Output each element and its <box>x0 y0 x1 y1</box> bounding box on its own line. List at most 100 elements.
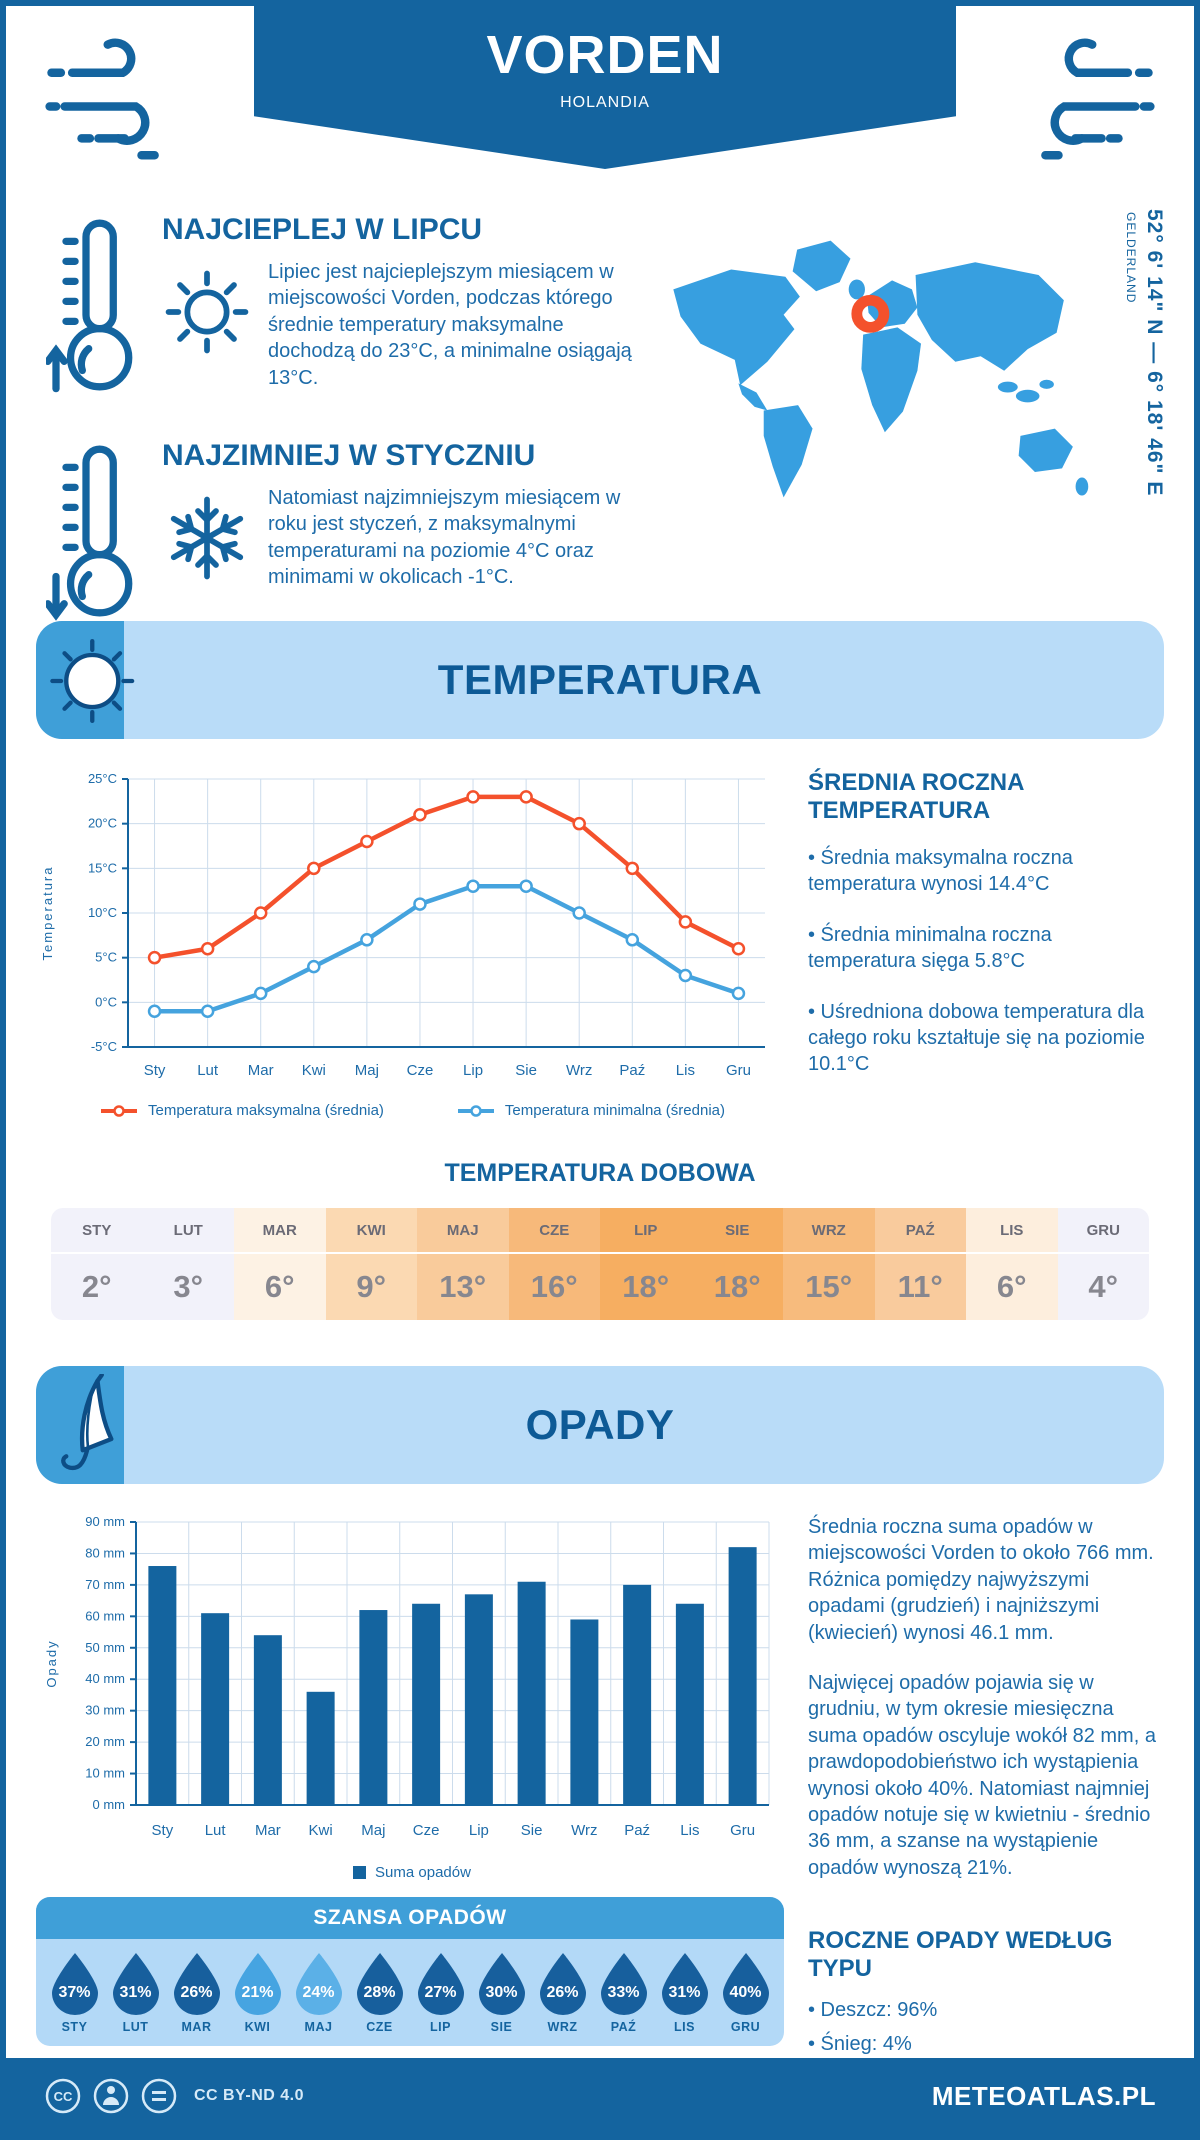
temperature-chart-legend: Temperatura maksymalna (średnia) Temperat… <box>36 1102 788 1119</box>
svg-text:Lut: Lut <box>197 1062 219 1079</box>
svg-text:Sty: Sty <box>144 1062 166 1079</box>
svg-text:Wrz: Wrz <box>566 1062 592 1079</box>
precipitation-paragraph: Najwięcej opadów pojawia się w grudniu, … <box>808 1671 1156 1879</box>
month-label: KWI <box>325 1208 417 1254</box>
chance-drop: 21% KWI <box>227 1951 288 2034</box>
svg-text:0°C: 0°C <box>95 994 117 1009</box>
coldest-month-block: NAJZIMNIEJ W STYCZNIU Natomiast najzimni… <box>46 433 636 629</box>
wind-icon <box>1041 38 1155 160</box>
chance-value: 30% <box>485 1984 518 2001</box>
svg-text:Gru: Gru <box>730 1822 755 1839</box>
precipitation-type-bullet: • Śnieg: 4% <box>808 2033 912 2056</box>
title-banner: VORDEN HOLANDIA <box>254 6 956 169</box>
month-label: GRU <box>730 2020 761 2034</box>
svg-text:Lis: Lis <box>680 1822 699 1839</box>
temperature-value: 2° <box>81 1269 112 1304</box>
annual-temperature-heading: ŚREDNIA ROCZNA TEMPERATURA <box>808 769 1024 824</box>
water-drop-icon <box>417 1953 464 2015</box>
legend-item: Temperatura maksymalna (średnia) <box>99 1102 384 1119</box>
temperature-content: 25°C 20°C 15°C 10°C 5°C 0°C -5°C Sty Lut Mar Kwi Ma… <box>6 739 1194 1119</box>
svg-text:Sty: Sty <box>152 1822 174 1839</box>
temperature-value: 6° <box>996 1269 1027 1304</box>
chance-drop: 28% CZE <box>349 1951 410 2034</box>
precipitation-chance-drops: 37% STY 31% LUT 26% MAR 21% KWI 24% MAJ 28% CZE 27% L… <box>36 1939 784 2046</box>
daily-temp-column: PAŹ 11° <box>874 1208 966 1320</box>
header: VORDEN HOLANDIA <box>6 6 1194 181</box>
month-label: CZE <box>366 2020 393 2034</box>
precipitation-summary: Średnia roczna suma opadów w miejscowośc… <box>788 1508 1164 2082</box>
water-drop-icon <box>51 1953 98 2015</box>
month-label: MAJ <box>304 2020 333 2034</box>
svg-text:Gru: Gru <box>726 1062 751 1079</box>
annual-temp-bullet: • Średnia maksymalna roczna temperatura … <box>808 847 1073 896</box>
month-label: SIE <box>691 1208 783 1254</box>
daily-temp-column: KWI 9° <box>325 1208 417 1320</box>
svg-text:Kwi: Kwi <box>302 1062 326 1079</box>
coldest-month-body: NAJZIMNIEJ W STYCZNIU Natomiast najzimni… <box>162 433 636 629</box>
water-drop-icon <box>356 1953 403 2015</box>
chance-value: 40% <box>729 1984 762 2001</box>
svg-text:50 mm: 50 mm <box>85 1640 125 1655</box>
water-drop-icon <box>295 1953 342 2015</box>
daily-temp-column: LIP 18° <box>600 1208 692 1320</box>
month-label: GRU <box>1057 1208 1149 1254</box>
chance-value: 33% <box>607 1984 640 2001</box>
svg-text:Paź: Paź <box>619 1062 645 1079</box>
chance-drop: 37% STY <box>44 1951 105 2034</box>
svg-text:Opady: Opady <box>44 1639 59 1687</box>
daily-temp-column: SIE 18° <box>691 1208 783 1320</box>
world-map <box>673 240 1089 498</box>
chance-value: 26% <box>180 1984 213 2001</box>
svg-text:-5°C: -5°C <box>91 1039 117 1054</box>
precipitation-type-bullet: • Deszcz: 96% <box>808 1999 938 2022</box>
annual-temp-bullet: • Średnia minimalna roczna temperatura s… <box>808 923 1052 973</box>
temperature-value: 13° <box>439 1269 487 1304</box>
footer: CC CC BY-ND 4.0 METEOATLAS.PL <box>6 2058 1194 2134</box>
chance-drop: 26% MAR <box>166 1951 227 2034</box>
warmest-month-title: NAJCIEPLEJ W LIPCU <box>162 213 483 246</box>
daily-temp-column: GRU 4° <box>1057 1208 1149 1320</box>
svg-text:15°C: 15°C <box>88 860 117 875</box>
month-label: LIS <box>674 2020 695 2034</box>
month-label: MAJ <box>417 1208 509 1254</box>
temperature-value: 11° <box>897 1269 943 1304</box>
svg-text:Mar: Mar <box>255 1822 281 1839</box>
svg-text:Temperatura: Temperatura <box>40 866 55 961</box>
annual-temp-bullet: • Uśredniona dobowa temperatura dla całe… <box>808 1000 1145 1076</box>
water-drop-icon <box>600 1953 647 2015</box>
wind-icon <box>45 38 159 160</box>
cc-icon: CC <box>45 2078 81 2114</box>
warmest-month-body: NAJCIEPLEJ W LIPCU Lipiec jest najcieple… <box>162 207 636 403</box>
month-label: WRZ <box>783 1208 875 1254</box>
month-label: PAŹ <box>874 1208 966 1254</box>
chance-value: 26% <box>546 1984 579 2001</box>
svg-text:Sie: Sie <box>521 1822 543 1839</box>
water-drop-icon <box>234 1953 281 2015</box>
precipitation-content: 90 mm 80 mm 70 mm 60 mm 50 mm 40 mm 30 mm 20 mm… <box>6 1484 1194 2082</box>
daily-temp-column: MAJ 13° <box>417 1208 509 1320</box>
svg-text:20 mm: 20 mm <box>85 1734 125 1749</box>
month-label: LUT <box>122 2020 149 2034</box>
thermometer-down-icon <box>46 445 133 621</box>
month-label: STY <box>51 1208 143 1254</box>
chance-value: 31% <box>668 1984 701 2001</box>
precipitation-banner: OPADY <box>36 1366 1164 1484</box>
precipitation-chart-column: 90 mm 80 mm 70 mm 60 mm 50 mm 40 mm 30 mm 20 mm… <box>36 1508 788 2082</box>
svg-text:Lis: Lis <box>676 1062 695 1079</box>
svg-text:70 mm: 70 mm <box>85 1577 125 1592</box>
svg-text:20°C: 20°C <box>88 816 117 831</box>
daily-temp-column: LIS 6° <box>966 1208 1058 1320</box>
precipitation-bar-chart: 90 mm 80 mm 70 mm 60 mm 50 mm 40 mm 30 mm 20 mm… <box>44 1514 770 1839</box>
svg-text:60 mm: 60 mm <box>85 1608 125 1623</box>
sun-banner-icon <box>50 638 135 724</box>
warmest-month-block: NAJCIEPLEJ W LIPCU Lipiec jest najcieple… <box>46 207 636 403</box>
svg-text:Paź: Paź <box>624 1822 650 1839</box>
sun-icon <box>165 270 249 354</box>
svg-text:Cze: Cze <box>407 1062 434 1079</box>
temperature-chart-column: 25°C 20°C 15°C 10°C 5°C 0°C -5°C Sty Lut Mar Kwi Ma… <box>36 763 788 1119</box>
attribution-person-icon <box>93 2078 129 2114</box>
water-drop-icon <box>478 1953 525 2015</box>
chance-drop: 33% PAŹ <box>593 1951 654 2034</box>
temperature-value: 9° <box>356 1269 387 1304</box>
month-label: KWI <box>244 2020 271 2034</box>
